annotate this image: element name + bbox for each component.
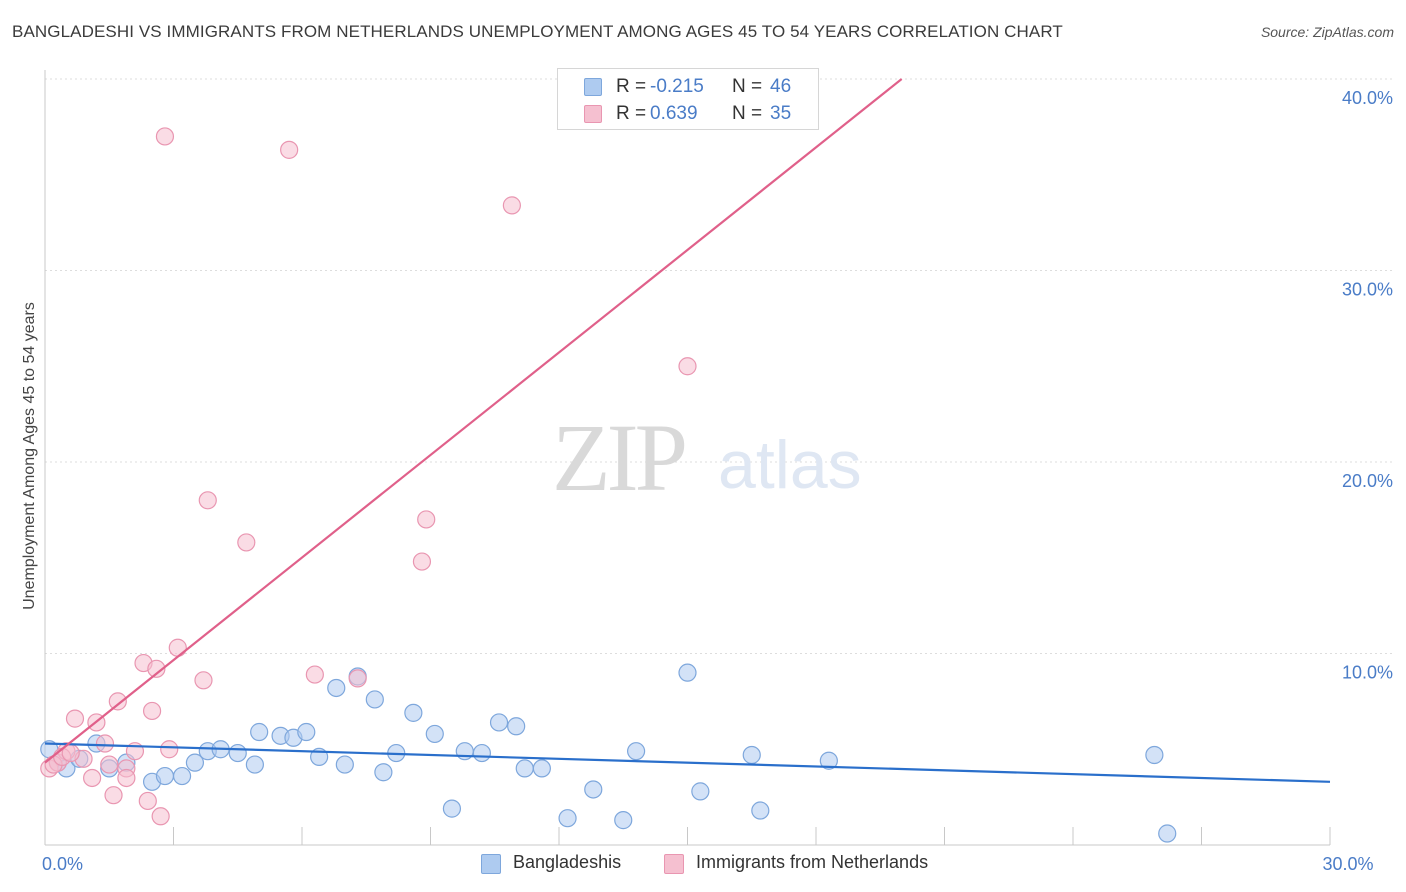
y-tick-label: 20.0% <box>1342 471 1393 491</box>
legend-swatch-pink <box>584 105 602 123</box>
data-point <box>280 140 299 159</box>
data-point <box>442 799 462 818</box>
data-point <box>155 766 175 786</box>
y-tick-labels: 10.0% 20.0% 30.0% 40.0% <box>1342 88 1393 683</box>
x-tick-label: 0.0% <box>42 854 83 874</box>
data-point <box>374 763 393 782</box>
trend-line <box>44 742 1331 783</box>
data-point <box>151 807 170 826</box>
data-point <box>108 692 127 711</box>
data-point <box>95 734 115 753</box>
bottom-legend-label: Immigrants from Netherlands <box>696 852 929 872</box>
watermark-atlas: atlas <box>718 427 862 503</box>
data-point <box>678 357 697 376</box>
data-point <box>502 196 521 215</box>
data-point <box>160 740 179 759</box>
legend-n-label: N = <box>732 103 763 124</box>
watermark-zip: ZIP <box>552 404 685 511</box>
data-point <box>142 701 162 721</box>
y-tick-label: 10.0% <box>1342 663 1393 683</box>
data-point <box>245 755 264 774</box>
data-point <box>100 755 119 774</box>
legend-r-value: 0.639 <box>650 103 698 124</box>
data-point <box>417 510 436 529</box>
bottom-legend-label: Bangladeshis <box>513 852 622 872</box>
data-point <box>751 801 770 820</box>
data-point <box>172 766 192 786</box>
legend-n-value: 35 <box>770 103 792 124</box>
data-point <box>678 663 697 682</box>
series-bangladeshis <box>40 663 1177 843</box>
data-point <box>819 751 838 770</box>
data-point <box>558 809 577 828</box>
axes <box>44 70 1331 846</box>
data-point <box>404 703 423 722</box>
data-point <box>515 759 534 778</box>
data-point <box>327 678 346 698</box>
legend-r-label: R = <box>616 76 647 97</box>
data-point <box>614 811 633 830</box>
data-point <box>532 759 551 778</box>
data-point <box>83 768 102 788</box>
data-point <box>185 753 205 772</box>
data-point <box>472 743 491 763</box>
data-point <box>305 665 324 684</box>
data-point <box>117 768 136 788</box>
correlation-legend: R = -0.215 N = 46 R = 0.639 N = 35 <box>557 68 819 130</box>
data-point <box>155 127 175 146</box>
data-point <box>335 755 354 774</box>
data-point <box>507 717 526 736</box>
legend-swatch-blue <box>584 78 602 96</box>
data-point <box>228 743 247 763</box>
legend-n-value: 46 <box>770 76 792 97</box>
data-point <box>250 722 269 742</box>
data-point <box>194 671 213 690</box>
data-point <box>1158 824 1177 843</box>
data-point <box>425 724 444 744</box>
trend-lines <box>44 78 1331 783</box>
chart-title: BANGLADESHI VS IMMIGRANTS FROM NETHERLAN… <box>12 22 1063 41</box>
legend-r-label: R = <box>616 103 647 124</box>
watermark: ZIP atlas <box>552 404 862 511</box>
data-point <box>138 791 157 811</box>
data-point <box>489 713 509 732</box>
gridlines <box>45 78 1395 654</box>
data-point <box>147 659 166 678</box>
data-point <box>237 533 256 552</box>
data-point <box>198 491 217 510</box>
data-point <box>412 552 432 571</box>
x-tick-labels: 0.0% 30.0% <box>42 854 1374 874</box>
y-tick-label: 30.0% <box>1342 280 1393 300</box>
data-point <box>348 669 367 688</box>
series-netherlands <box>40 127 697 826</box>
data-point <box>365 690 384 709</box>
data-point <box>1145 745 1164 765</box>
data-point <box>584 780 603 799</box>
data-point <box>65 709 85 728</box>
source-label: Source: ZipAtlas.com <box>1260 24 1394 40</box>
trend-line <box>44 78 903 764</box>
data-point <box>626 742 646 761</box>
data-point <box>297 722 316 742</box>
data-point <box>168 638 187 657</box>
y-tick-label: 40.0% <box>1342 88 1393 108</box>
legend-n-label: N = <box>732 76 763 97</box>
bottom-legend-swatch-pink <box>664 854 684 874</box>
legend-r-value: -0.215 <box>650 76 704 97</box>
data-point <box>104 786 123 805</box>
bottom-legend-swatch-blue <box>481 854 501 874</box>
x-tick-label: 30.0% <box>1322 854 1373 874</box>
data-point <box>742 745 761 765</box>
data-point <box>691 782 710 801</box>
